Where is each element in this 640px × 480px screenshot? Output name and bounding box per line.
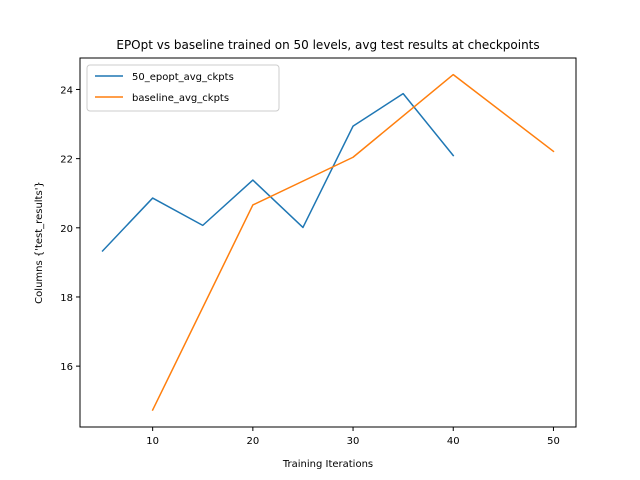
y-tick-label: 16	[60, 362, 73, 373]
x-tick-label: 10	[146, 436, 159, 447]
y-tick-label: 18	[60, 293, 73, 304]
legend-box	[86, 64, 280, 112]
x-tick-label: 30	[347, 436, 360, 447]
legend: 50_epopt_avg_ckpts baseline_avg_ckpts	[86, 64, 280, 112]
x-tick-label: 50	[547, 436, 560, 447]
chart-title: EPOpt vs baseline trained on 50 levels, …	[116, 38, 539, 52]
x-tick-label: 20	[246, 436, 259, 447]
y-axis-label: Columns {'test_results'}	[34, 181, 45, 304]
axes-frame	[79, 57, 577, 428]
x-axis: 10 20 30 40 50	[146, 427, 560, 447]
y-tick-label: 24	[60, 85, 73, 96]
x-tick-label: 40	[447, 436, 460, 447]
y-tick-label: 20	[60, 224, 73, 235]
plot-area	[101, 73, 555, 412]
y-axis: 16 18 20 22 24	[60, 85, 80, 373]
legend-label-0: 50_epopt_avg_ckpts	[132, 72, 234, 83]
legend-label-1: baseline_avg_ckpts	[132, 93, 229, 104]
x-axis-label: Training Iterations	[282, 459, 373, 470]
y-tick-label: 22	[60, 155, 73, 166]
series-line-0	[101, 92, 455, 253]
